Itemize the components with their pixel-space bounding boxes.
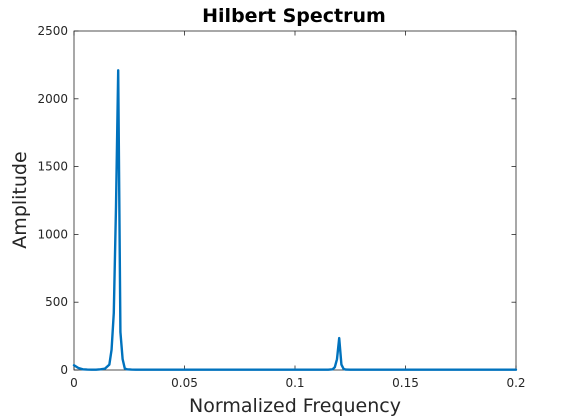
y-tick-label: 500 <box>45 295 68 309</box>
x-tick-label: 0.05 <box>171 376 198 390</box>
y-tick-label: 1000 <box>37 227 68 241</box>
tick-labels: 0 0.05 0.1 0.15 0.2 0 500 1000 1500 2000 2500 <box>37 24 525 390</box>
x-tick-label: 0.2 <box>506 376 525 390</box>
series-layer <box>72 69 518 371</box>
chart-title: Hilbert Spectrum <box>202 5 386 27</box>
y-tick-label: 2000 <box>37 92 68 106</box>
y-axis-label: Amplitude <box>9 151 31 248</box>
plot-area <box>72 30 518 371</box>
x-axis-label: Normalized Frequency <box>189 395 401 417</box>
series-line-0 <box>72 69 518 371</box>
x-tick-label: 0.1 <box>285 376 304 390</box>
axes-box <box>73 30 517 371</box>
x-tick-label: 0 <box>70 376 78 390</box>
y-tick-label: 1500 <box>37 160 68 174</box>
y-tick-label: 2500 <box>37 24 68 38</box>
x-tick-label: 0.15 <box>392 376 419 390</box>
y-tick-label: 0 <box>60 363 68 377</box>
axis-ticks <box>73 30 517 371</box>
